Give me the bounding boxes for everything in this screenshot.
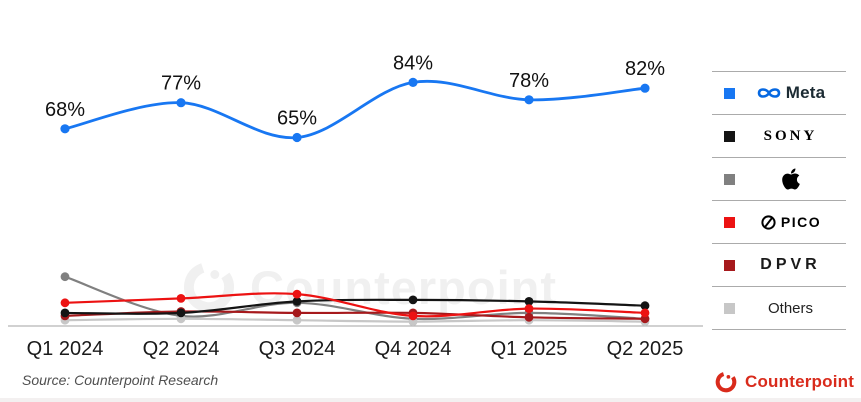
series-line-meta [63,79,647,139]
dpvr-logo-text: DPVR [760,256,821,273]
data-point-pico [408,311,418,321]
page-bottom-divider [0,398,861,402]
data-point-sony [524,297,534,306]
pico-logo-text: PICO [780,214,822,230]
counterpoint-logo: Counterpoint [714,370,854,394]
legend-item-dpvr: DPVR [712,243,846,286]
dpvr-swatch [724,259,735,271]
data-point-pico [176,294,186,303]
pico-circle-icon [761,214,776,230]
data-point-sony [60,308,70,318]
series-line-sony [63,298,647,315]
data-point-dpvr [524,312,534,322]
x-axis-label: Q3 2024 [259,338,336,360]
source-note: Source: Counterpoint Research [22,372,219,388]
data-point-meta [176,98,186,108]
sony-swatch [724,130,735,142]
x-axis-label: Q2 2025 [607,338,684,360]
data-point-pico [292,289,302,299]
x-axis-label: Q2 2024 [143,338,220,360]
data-point-pico [640,308,650,318]
series-line-others [63,317,647,323]
data-point-pico [524,304,534,313]
x-axis-label: Q4 2024 [375,338,452,360]
data-point-meta [524,95,534,105]
data-point-sony [408,295,418,305]
others-label: Others [767,299,813,317]
x-axis-label: Q1 2025 [491,338,568,360]
apple-logo-icon [781,168,800,190]
legend-item-pico: PICO [712,200,846,243]
meta-logo-text: Meta [785,83,826,102]
x-axis-label: Q1 2024 [27,338,104,360]
data-label-meta: 78% [509,70,549,92]
chart-plot-area: Q1 2024 Q2 2024 Q3 2024 Q4 2024 Q1 2025 Q2 20… [8,52,703,360]
data-label-meta: 82% [625,58,665,80]
data-point-meta [640,83,650,93]
data-point-meta [408,77,418,87]
data-label-meta: 68% [45,99,85,121]
data-point-sony [640,301,650,311]
data-point-sony [176,308,186,318]
chart-legend: Meta SONY PICO [712,71,846,330]
counterpoint-c-icon [715,371,737,393]
meta-swatch [724,87,735,99]
apple-swatch [724,173,735,185]
counterpoint-logo-text: Counterpoint [745,372,855,391]
legend-item-apple [712,157,846,200]
pico-swatch [724,216,735,228]
legend-item-others: Others [712,286,846,329]
data-point-apple [60,272,70,282]
data-point-sony [292,297,302,306]
data-point-meta [60,124,70,134]
data-label-meta: 77% [161,73,201,95]
meta-infinity-icon [757,88,780,98]
data-point-meta [292,132,302,143]
sony-logo-text: SONY [763,127,818,144]
data-label-meta: 65% [277,108,317,130]
data-point-dpvr [292,308,302,318]
legend-item-meta: Meta [712,71,846,114]
data-point-pico [60,298,70,308]
data-point-others [292,315,302,325]
data-label-meta: 84% [393,52,433,74]
series-line-pico [63,292,647,318]
legend-item-sony: SONY [712,114,846,157]
others-swatch [724,302,735,314]
series-line-dpvr [63,310,647,320]
